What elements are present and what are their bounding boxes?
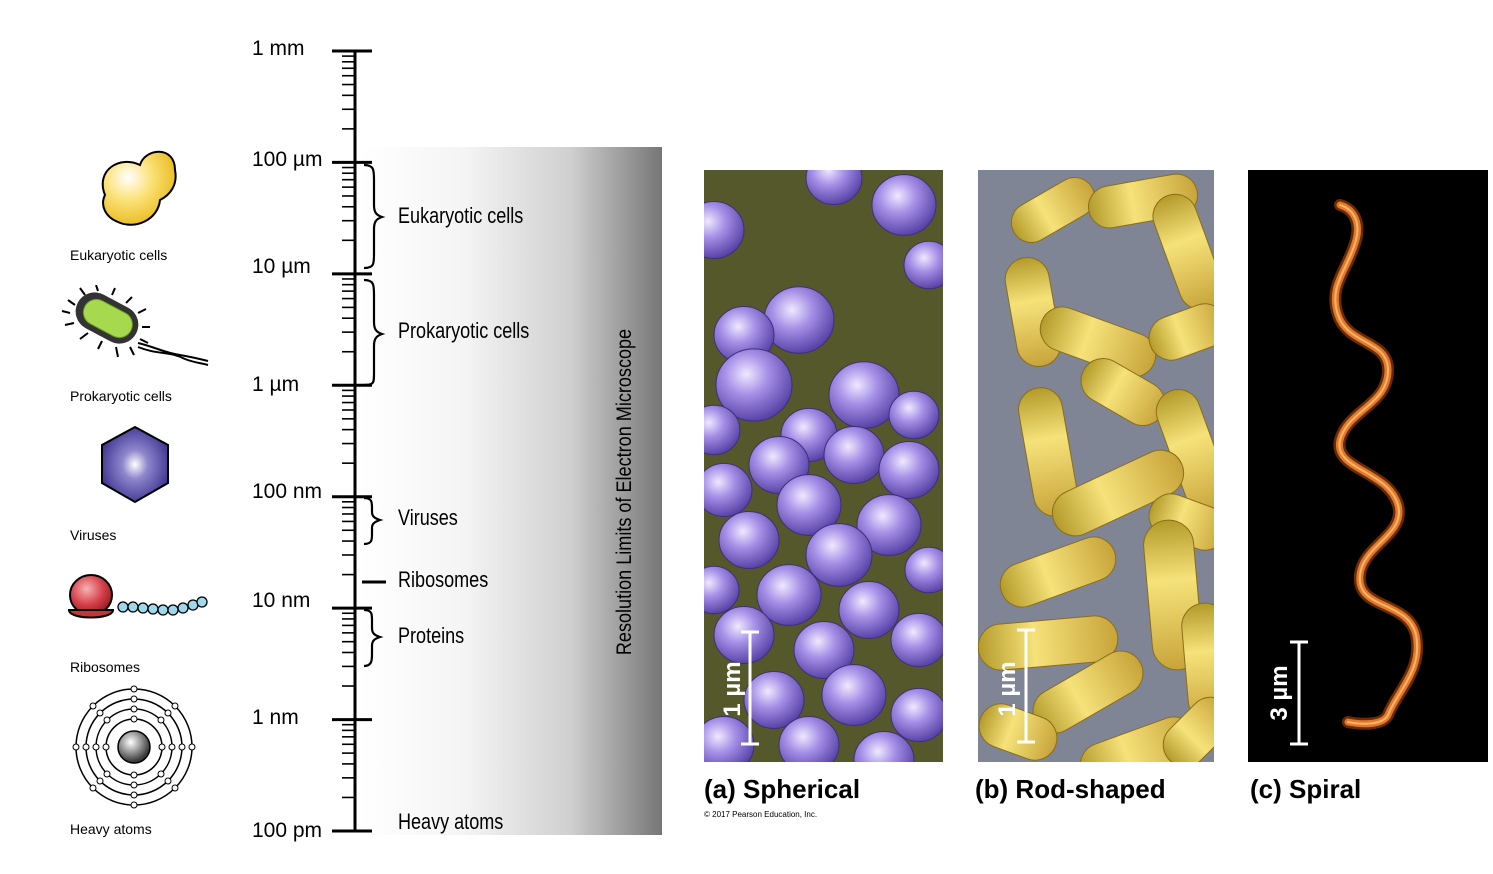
- coccus-cell: [890, 612, 943, 668]
- coccus-cell: [704, 201, 745, 259]
- range-label-eukaryotic: Eukaryotic cells: [398, 203, 524, 228]
- coccus-cell: [713, 606, 775, 664]
- coccus-cell: [871, 174, 937, 236]
- scale-bar-spiral: [1290, 640, 1308, 746]
- coccus-cell: [776, 474, 842, 536]
- spiral-bacteria-micrograph: [1248, 170, 1488, 762]
- spherical-bacteria-micrograph: [704, 170, 943, 762]
- tick-label-10um: 10 µm: [252, 255, 311, 278]
- tick-label-100nm: 100 nm: [252, 480, 323, 503]
- coccus-cell: [838, 581, 900, 639]
- coccus-cell: [718, 511, 780, 569]
- coccus-cell: [904, 546, 943, 594]
- coccus-cell: [805, 170, 863, 206]
- bacillus-cell: [1010, 177, 1096, 243]
- coccus-cell: [878, 441, 940, 499]
- prokaryotic-cell-icon: [60, 284, 210, 370]
- coccus-cell: [704, 404, 741, 456]
- coccus-cell: [903, 240, 943, 290]
- coccus-cell: [890, 687, 943, 743]
- range-label-prokaryotic: Prokaryotic cells: [398, 318, 530, 343]
- caption-rod-shaped: (b) Rod-shaped: [975, 774, 1166, 804]
- coccus-cell: [715, 348, 793, 422]
- scale-bar-rod: [1017, 628, 1035, 744]
- range-label-proteins: Proteins: [398, 623, 465, 648]
- range-label-heavy-atoms: Heavy atoms: [398, 809, 504, 834]
- tick-label-1um: 1 µm: [252, 373, 300, 396]
- scale-label-spherical: 1 µm: [719, 661, 746, 717]
- coccus-cell: [756, 564, 822, 626]
- prokaryotic-icon-label: Prokaryotic cells: [70, 388, 172, 404]
- range-label-ribosomes: Ribosomes: [398, 567, 489, 592]
- scale-bar-spherical: [741, 630, 759, 746]
- tick-label-1mm: 1 mm: [252, 37, 305, 60]
- coccus-cell: [856, 494, 922, 556]
- coccus-cell: [828, 361, 900, 429]
- coccus-cell: [743, 671, 805, 729]
- scale-label-rod: 1 µm: [994, 661, 1021, 717]
- tick-label-100pm: 100 pm: [252, 819, 323, 842]
- bacillus-cell: [999, 536, 1117, 608]
- ribosomes-icon-label: Ribosomes: [70, 659, 141, 675]
- bacillus-cell: [978, 615, 1119, 671]
- coccus-cell: [763, 286, 835, 354]
- coccus-cell: [823, 426, 885, 484]
- coccus-cell: [821, 664, 887, 726]
- tick-label-100um: 100 µm: [252, 148, 323, 171]
- scale-label-spiral: 3 µm: [1266, 665, 1293, 721]
- range-braces: [362, 163, 386, 668]
- ribosome-icon: [65, 570, 210, 630]
- eukaryotic-cell-icon: [90, 140, 190, 235]
- coccus-cell: [805, 523, 873, 587]
- bacillus-cell: [1148, 303, 1214, 361]
- eukaryotic-icon-label: Eukaryotic cells: [70, 247, 168, 263]
- coccus-cell: [888, 390, 940, 440]
- copyright-notice: © 2017 Pearson Education, Inc.: [704, 810, 818, 819]
- coccus-cell: [853, 731, 915, 762]
- tick-label-1nm: 1 nm: [252, 706, 299, 729]
- coccus-cell: [704, 565, 740, 615]
- range-label-viruses: Viruses: [398, 505, 458, 530]
- atom-icon: [72, 685, 197, 810]
- log-scale-axis: [332, 49, 372, 833]
- tick-label-10nm: 10 nm: [252, 589, 311, 612]
- bacillus-cell: [1162, 696, 1214, 762]
- electron-microscope-resolution-band: [360, 147, 662, 835]
- coccus-cell: [778, 716, 840, 762]
- resolution-limits-label: Resolution Limits of Electron Microscope: [613, 328, 636, 656]
- heavy-atoms-icon-label: Heavy atoms: [70, 821, 152, 837]
- viruses-icon-label: Viruses: [70, 527, 117, 543]
- coccus-cell: [793, 621, 855, 679]
- caption-spiral: (c) Spiral: [1250, 774, 1362, 804]
- caption-spherical: (a) Spherical: [704, 774, 861, 804]
- rod-shaped-bacteria-micrograph: [978, 170, 1214, 762]
- virus-icon: [100, 425, 170, 505]
- coccus-cell: [704, 462, 753, 518]
- bacillus-cell: [1051, 449, 1185, 537]
